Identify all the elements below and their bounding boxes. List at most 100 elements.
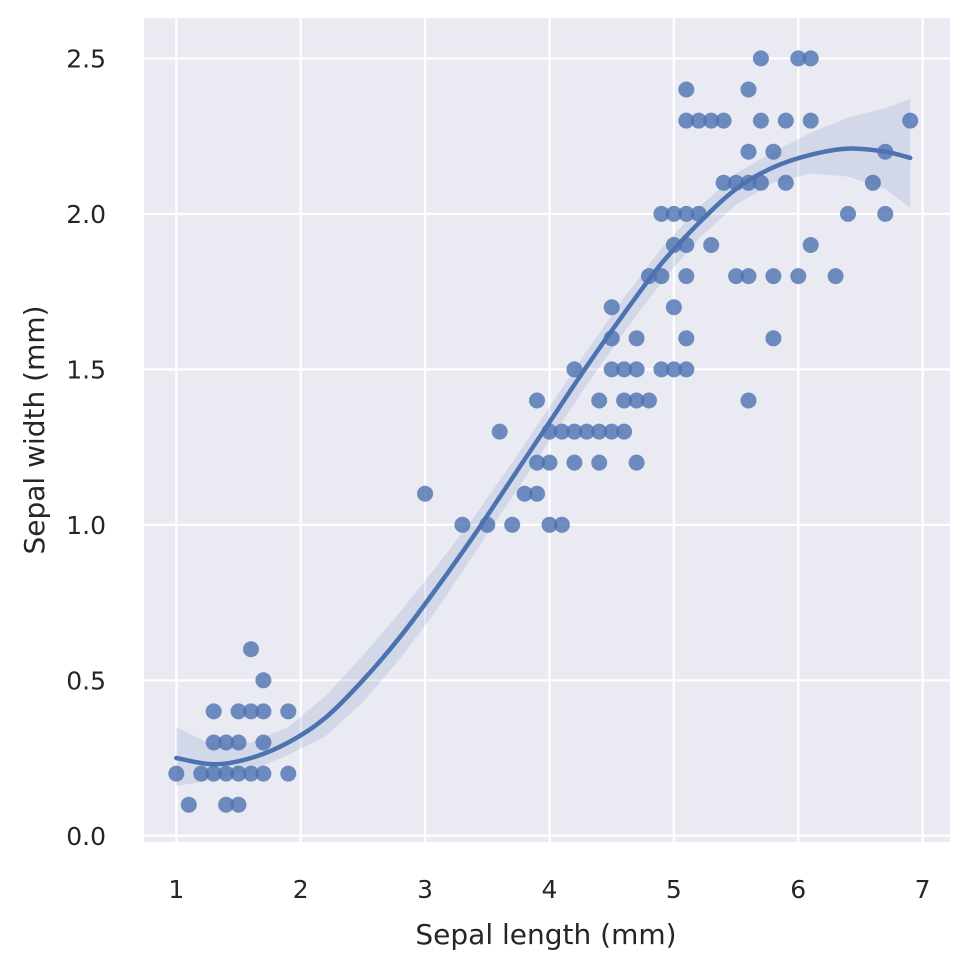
- data-point-97: [840, 205, 856, 222]
- data-point-78: [740, 81, 757, 98]
- data-point-70: [690, 112, 707, 129]
- data-point-90: [777, 174, 794, 191]
- data-point-32: [541, 454, 558, 471]
- data-point-81: [740, 268, 757, 285]
- data-point-74: [715, 112, 732, 129]
- data-point-67: [678, 268, 695, 285]
- data-point-86: [765, 143, 782, 160]
- x-tick-label-6: 6: [790, 875, 806, 904]
- data-point-43: [603, 299, 620, 316]
- data-point-25: [491, 423, 508, 440]
- data-point-53: [628, 454, 645, 471]
- data-point-39: [578, 423, 595, 440]
- data-point-87: [765, 268, 782, 285]
- data-point-58: [653, 361, 670, 378]
- data-point-95: [802, 237, 819, 253]
- data-point-77: [728, 268, 745, 285]
- data-point-2: [193, 765, 210, 782]
- data-point-60: [665, 237, 682, 253]
- data-point-20: [280, 703, 297, 720]
- data-point-34: [553, 423, 570, 440]
- x-tick-label-3: 3: [417, 875, 433, 904]
- data-point-8: [218, 796, 235, 813]
- x-tick-label-5: 5: [666, 875, 682, 904]
- data-point-47: [616, 361, 633, 378]
- data-point-6: [218, 734, 235, 751]
- y-tick-label-0.5: 0.5: [66, 666, 106, 695]
- data-point-52: [628, 392, 645, 409]
- data-point-61: [665, 299, 682, 316]
- x-axis-label: Sepal length (mm): [415, 918, 676, 951]
- data-point-55: [641, 392, 657, 409]
- data-point-18: [255, 734, 272, 751]
- data-point-49: [616, 423, 633, 440]
- data-point-92: [790, 268, 807, 285]
- y-tick-label-2.5: 2.5: [66, 44, 106, 73]
- data-point-14: [243, 703, 259, 720]
- x-tick-label-2: 2: [293, 875, 309, 904]
- data-point-69: [678, 361, 695, 378]
- data-point-72: [703, 112, 720, 129]
- data-point-33: [541, 516, 558, 533]
- data-point-36: [566, 361, 583, 378]
- data-point-91: [790, 50, 807, 67]
- data-point-7: [218, 765, 235, 782]
- data-point-0: [168, 765, 185, 782]
- x-tick-label-1: 1: [168, 875, 184, 904]
- data-point-42: [591, 454, 608, 471]
- data-point-12: [230, 796, 247, 813]
- data-point-46: [603, 423, 620, 440]
- data-point-35: [553, 516, 570, 533]
- data-point-88: [765, 330, 782, 347]
- data-point-21: [280, 765, 297, 782]
- data-point-94: [802, 112, 819, 129]
- data-point-73: [703, 237, 720, 253]
- data-point-75: [715, 174, 732, 191]
- confidence-band-group: [176, 98, 911, 787]
- data-point-82: [740, 392, 757, 409]
- data-point-84: [752, 112, 769, 129]
- confidence-band: [176, 98, 911, 787]
- y-tick-label-2.0: 2.0: [66, 200, 106, 229]
- data-point-41: [591, 423, 608, 440]
- data-point-9: [230, 703, 247, 720]
- data-point-63: [678, 81, 695, 98]
- y-tick-label-1.0: 1.0: [66, 511, 106, 540]
- data-point-11: [230, 765, 247, 782]
- data-point-17: [255, 703, 272, 720]
- data-point-4: [205, 734, 222, 751]
- y-axis-label: Sepal width (mm): [18, 305, 51, 554]
- data-point-5: [205, 765, 222, 782]
- data-point-56: [653, 205, 670, 222]
- data-point-10: [230, 734, 247, 751]
- data-point-59: [665, 205, 682, 222]
- data-point-89: [777, 112, 794, 129]
- data-point-98: [864, 174, 881, 191]
- data-point-13: [243, 641, 259, 658]
- y-tick-label-1.5: 1.5: [66, 355, 106, 384]
- data-point-16: [255, 672, 272, 689]
- data-point-101: [902, 112, 919, 129]
- data-point-37: [566, 423, 583, 440]
- data-point-68: [678, 330, 695, 347]
- data-point-22: [417, 485, 434, 502]
- data-point-38: [566, 454, 583, 471]
- data-point-23: [454, 516, 471, 533]
- data-point-93: [802, 50, 819, 67]
- data-point-28: [529, 392, 545, 409]
- data-point-19: [255, 765, 272, 782]
- tick-labels: 1 2 3 4 5 6 7 0.0 0.5 1.0 1.5 2.0 2.5: [66, 44, 930, 904]
- data-point-62: [665, 361, 682, 378]
- data-point-30: [529, 485, 545, 502]
- data-point-65: [678, 205, 695, 222]
- data-point-1: [180, 796, 197, 813]
- data-point-29: [529, 454, 545, 471]
- data-point-40: [591, 392, 608, 409]
- data-point-45: [603, 361, 620, 378]
- data-point-48: [616, 392, 633, 409]
- x-tick-label-7: 7: [915, 875, 931, 904]
- data-point-15: [243, 765, 259, 782]
- data-point-83: [752, 50, 769, 67]
- data-point-50: [628, 330, 645, 347]
